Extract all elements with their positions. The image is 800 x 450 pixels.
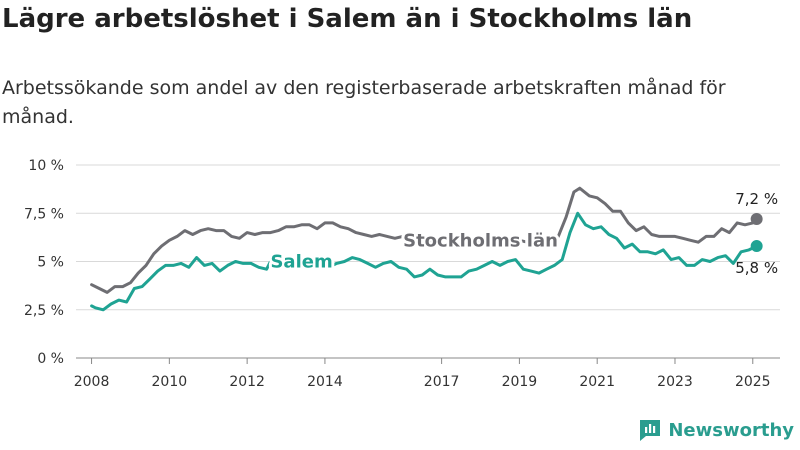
gridlines (76, 164, 780, 359)
newsworthy-brand: Newsworthy (638, 416, 794, 444)
axes: 0 % 2,5 % 5 % 7,5 % 10 % 2008 2010 2012 2014 2017… (24, 158, 771, 390)
x-tick-label: 2017 (424, 374, 460, 390)
end-point-salem (750, 240, 763, 253)
chart-title: Lägre arbetslöshet i Salem än i Stockhol… (2, 4, 693, 34)
series-lines (90, 186, 763, 312)
y-tick-label: 5 % (37, 255, 64, 271)
series-name-label-stockholms-l-n: Stockholms län (403, 230, 558, 251)
y-tick-label: 2,5 % (24, 303, 64, 319)
x-tick-label: 2023 (657, 374, 693, 390)
series-line-salem (90, 211, 759, 312)
y-tick-label: 0 % (37, 351, 64, 367)
y-tick-label: 7,5 % (24, 206, 64, 222)
x-tick-label: 2010 (152, 374, 188, 390)
newsworthy-logo-icon (640, 420, 661, 441)
x-tick-label: 2025 (735, 374, 771, 390)
x-tick-label: 2019 (502, 374, 538, 390)
end-value-label-salem: 5,8 % (735, 259, 778, 277)
chart-subtitle: Arbetssökande som andel av den registerb… (2, 77, 726, 128)
series-name-label-salem: Salem (270, 252, 332, 273)
end-value-label-stockholms-l-n: 7,2 % (735, 190, 778, 208)
brand-name: Newsworthy (668, 419, 794, 441)
y-tick-label: 10 % (28, 158, 64, 174)
x-tick-label: 2021 (579, 374, 615, 390)
x-tick-label: 2008 (74, 374, 110, 390)
end-point-stockholms-l-n (750, 213, 763, 226)
x-tick-label: 2014 (307, 374, 343, 390)
series-labels: 7,2 % Stockholms län 5,8 % Salem (267, 190, 778, 277)
series-line-stockholms-l-n (90, 186, 759, 294)
x-tick-label: 2012 (229, 374, 265, 390)
